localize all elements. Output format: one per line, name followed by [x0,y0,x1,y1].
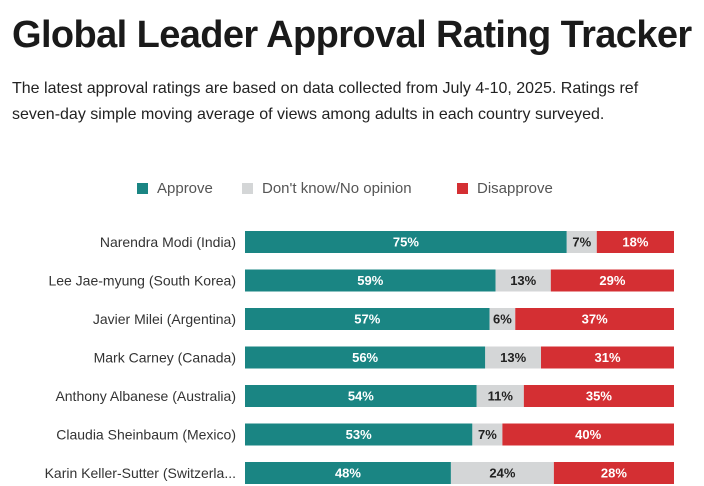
bar-segment-approve[interactable] [245,423,473,446]
data-label-dont-know: 24% [489,466,515,481]
bar-segment-dont-know[interactable] [485,346,542,369]
bar-segment-dont-know[interactable] [495,269,551,292]
bar-segment-dont-know[interactable] [566,231,597,253]
data-label-dont-know: 7% [478,427,497,442]
legend-swatch-dont-know [242,183,253,194]
stacked-bar-chart: Narendra Modi (India) 75% 7% 18% Lee Jae-myu… [45,231,674,484]
legend-label-approve: Approve [157,180,213,197]
subtitle-line-2: seven-day simple moving average of views… [12,106,605,123]
data-label-dont-know: 13% [500,350,526,365]
data-label-dont-know: 11% [488,389,514,404]
row-label: Mark Carney (Canada) [94,350,236,366]
row-label: Javier Milei (Argentina) [93,311,236,327]
data-label-disapprove: 31% [594,350,620,365]
legend-item-disapprove[interactable]: Disapprove [457,180,553,197]
bar-segment-approve[interactable] [245,462,451,484]
chart-legend: Approve Don't know/No opinion Disapprove [0,180,704,198]
bar-segment-disapprove[interactable] [515,308,674,330]
subtitle-line-1: The latest approval ratings are based on… [12,80,639,97]
row-label: Anthony Albanese (Australia) [55,388,236,404]
bar-segment-disapprove[interactable] [596,231,674,253]
bar-segment-approve[interactable] [245,308,490,330]
bar-segment-approve[interactable] [245,269,496,292]
row-label: Claudia Sheinbaum (Mexico) [56,427,236,443]
data-label-approve: 54% [348,389,374,404]
bar-segment-approve[interactable] [245,231,567,253]
data-label-disapprove: 28% [601,466,627,481]
bar-segment-approve[interactable] [245,385,477,407]
bar-segment-disapprove[interactable] [550,269,674,292]
data-label-disapprove: 29% [599,273,625,288]
data-label-approve: 75% [393,235,419,250]
bar-segment-dont-know[interactable] [450,462,554,484]
legend-item-approve[interactable]: Approve [137,180,213,197]
legend-swatch-approve [137,183,148,194]
data-label-disapprove: 37% [582,312,608,327]
bar-segment-dont-know[interactable] [472,423,503,446]
data-label-approve: 59% [357,273,383,288]
subtitle: The latest approval ratings are based on… [12,76,704,128]
bar-segment-dont-know[interactable] [489,308,516,330]
legend-label-disapprove: Disapprove [477,180,553,197]
data-label-approve: 48% [335,466,361,481]
row-label: Karin Keller-Sutter (Switzerla... [45,465,236,481]
bar-segment-disapprove[interactable] [553,462,674,484]
legend-swatch-disapprove [457,183,468,194]
data-label-dont-know: 6% [493,312,512,327]
data-label-disapprove: 18% [622,235,648,250]
page-title: Global Leader Approval Rating Tracker [12,14,692,56]
bar-segment-disapprove[interactable] [523,385,674,407]
data-label-approve: 57% [354,312,380,327]
bar-segment-disapprove[interactable] [541,346,674,369]
legend-item-dont-know[interactable]: Don't know/No opinion [242,180,412,197]
bar-segment-approve[interactable] [245,346,486,369]
bar-segment-disapprove[interactable] [502,423,674,446]
data-label-approve: 56% [352,350,378,365]
data-label-dont-know: 13% [510,273,536,288]
legend-label-dont-know: Don't know/No opinion [262,180,412,197]
bar-segment-dont-know[interactable] [476,385,524,407]
row-label: Lee Jae-myung (South Korea) [48,273,236,289]
data-label-dont-know: 7% [572,235,591,250]
data-label-approve: 53% [346,427,372,442]
data-label-disapprove: 40% [575,427,601,442]
row-label: Narendra Modi (India) [100,234,236,250]
data-label-disapprove: 35% [586,389,612,404]
